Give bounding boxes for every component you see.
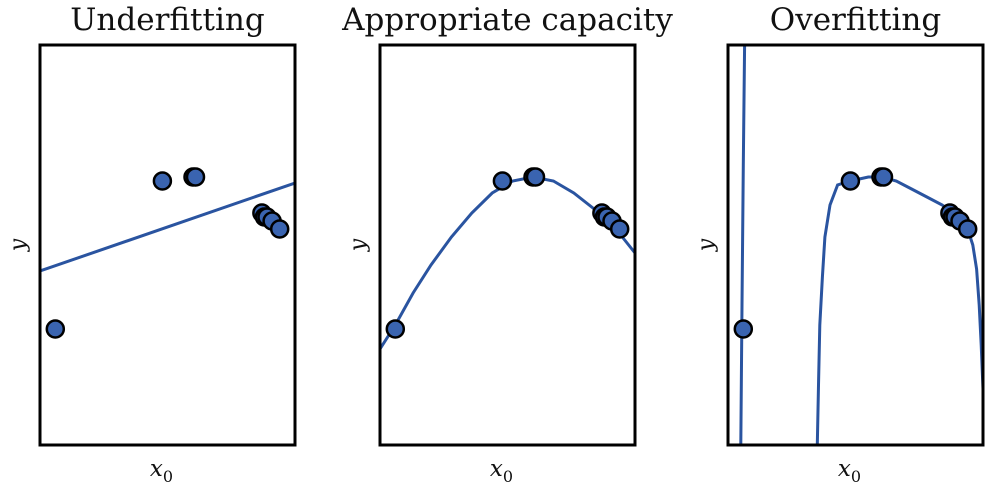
panel-3: Overfitting y x0	[694, 2, 985, 486]
panel-2: Appropriate capacity y x0	[341, 2, 673, 486]
plot-frame	[378, 43, 637, 447]
plot-frame	[726, 43, 985, 447]
x-axis-label: x0	[490, 456, 513, 486]
plot-frame	[38, 43, 297, 447]
y-axis-label: y	[694, 238, 719, 252]
fit-curve	[815, 175, 983, 445]
x-axis-var: x	[838, 456, 851, 482]
data-point	[957, 219, 978, 239]
data-point	[152, 171, 173, 191]
data-point	[492, 171, 513, 191]
y-axis-label: y	[346, 238, 371, 252]
fit-curve	[739, 45, 747, 445]
data-point	[45, 319, 66, 339]
panel-1: Underfitting y x0	[6, 2, 297, 486]
data-point	[873, 167, 894, 187]
chart-title: Overfitting	[770, 2, 941, 38]
x-axis-subscript: 0	[851, 467, 861, 486]
chart-title: Underfitting	[70, 2, 264, 38]
x-axis-var: x	[150, 456, 163, 482]
data-point	[185, 167, 206, 187]
fit-curve	[380, 175, 635, 350]
y-axis-label: y	[6, 238, 31, 252]
x-axis-label: x0	[838, 456, 861, 486]
fit-curve	[40, 181, 295, 273]
data-point	[609, 219, 630, 239]
x-axis-subscript: 0	[503, 467, 513, 486]
data-point	[269, 219, 290, 239]
chart-title: Appropriate capacity	[341, 2, 673, 38]
data-point	[840, 171, 861, 191]
x-axis-var: x	[490, 456, 503, 482]
x-axis-subscript: 0	[163, 467, 173, 486]
data-point	[733, 319, 754, 339]
x-axis-label: x0	[150, 456, 173, 486]
data-point	[525, 167, 546, 187]
data-point	[385, 319, 406, 339]
